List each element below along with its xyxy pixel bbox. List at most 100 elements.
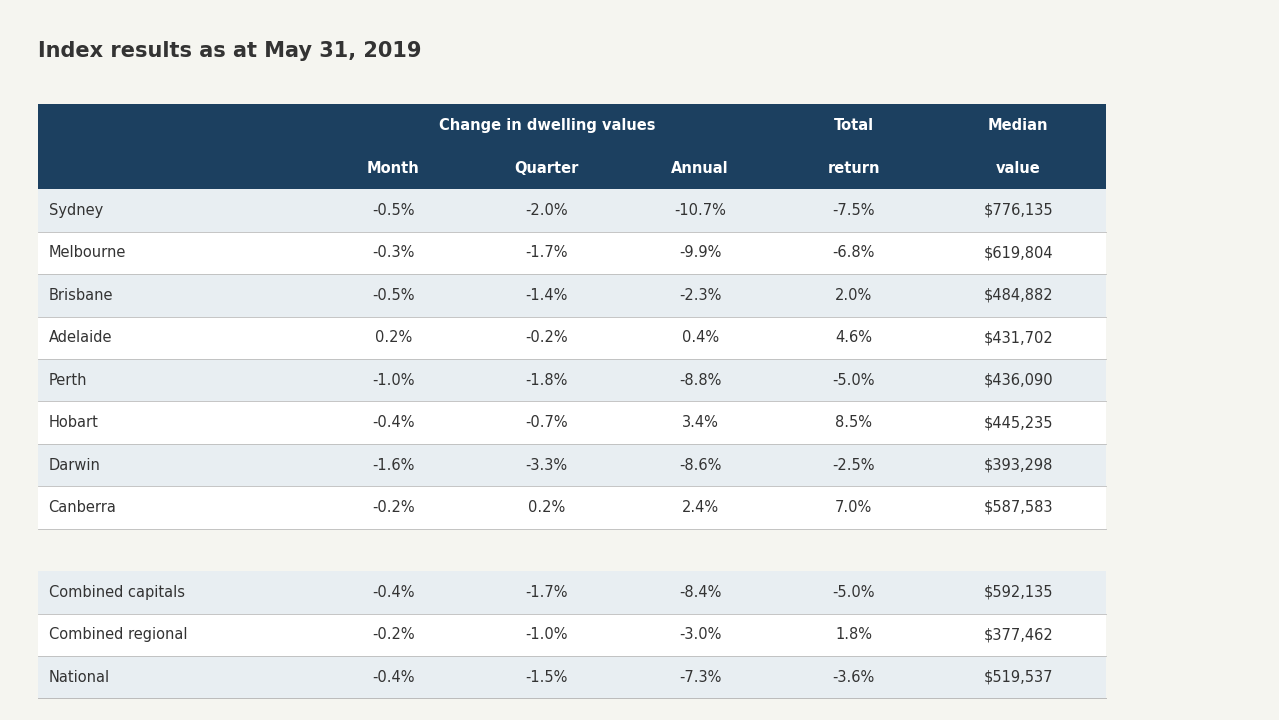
- Bar: [38, 528, 1106, 571]
- Text: -1.6%: -1.6%: [372, 457, 414, 472]
- Bar: [930, 232, 1106, 274]
- Text: -0.5%: -0.5%: [372, 203, 414, 218]
- Text: 4.6%: 4.6%: [835, 330, 872, 346]
- Text: Melbourne: Melbourne: [49, 246, 125, 261]
- Bar: [930, 359, 1106, 402]
- Bar: [930, 486, 1106, 528]
- Bar: [930, 274, 1106, 317]
- Text: -1.0%: -1.0%: [526, 627, 568, 642]
- Bar: [38, 232, 317, 274]
- Text: Adelaide: Adelaide: [49, 330, 113, 346]
- Text: 7.0%: 7.0%: [835, 500, 872, 515]
- Text: National: National: [49, 670, 110, 685]
- Bar: [317, 147, 471, 189]
- Text: -7.5%: -7.5%: [833, 203, 875, 218]
- Bar: [471, 147, 623, 189]
- Text: -1.0%: -1.0%: [372, 373, 414, 387]
- Bar: [317, 189, 471, 232]
- Bar: [317, 359, 471, 402]
- Text: -1.8%: -1.8%: [526, 373, 568, 387]
- Bar: [317, 444, 471, 486]
- Bar: [930, 571, 1106, 613]
- Bar: [471, 613, 623, 656]
- Text: -5.0%: -5.0%: [833, 373, 875, 387]
- Text: Sydney: Sydney: [49, 203, 102, 218]
- Text: -0.2%: -0.2%: [526, 330, 568, 346]
- Text: Total: Total: [834, 118, 874, 133]
- Text: Median: Median: [989, 118, 1049, 133]
- Text: $445,235: $445,235: [984, 415, 1053, 430]
- Text: $619,804: $619,804: [984, 246, 1053, 261]
- Text: Annual: Annual: [671, 161, 729, 176]
- Bar: [623, 274, 776, 317]
- Bar: [471, 359, 623, 402]
- Bar: [38, 402, 317, 444]
- Text: Darwin: Darwin: [49, 457, 101, 472]
- Text: Month: Month: [367, 161, 420, 176]
- Text: $587,583: $587,583: [984, 500, 1053, 515]
- Bar: [930, 402, 1106, 444]
- Text: Change in dwelling values: Change in dwelling values: [439, 118, 655, 133]
- Text: Perth: Perth: [49, 373, 87, 387]
- Text: $377,462: $377,462: [984, 627, 1053, 642]
- Bar: [317, 486, 471, 528]
- Text: -1.5%: -1.5%: [526, 670, 568, 685]
- Text: Hobart: Hobart: [49, 415, 98, 430]
- Bar: [623, 189, 776, 232]
- Text: Canberra: Canberra: [49, 500, 116, 515]
- Bar: [930, 317, 1106, 359]
- Text: Combined capitals: Combined capitals: [49, 585, 184, 600]
- Bar: [776, 486, 930, 528]
- Text: $592,135: $592,135: [984, 585, 1053, 600]
- Text: 0.4%: 0.4%: [682, 330, 719, 346]
- Text: 2.0%: 2.0%: [835, 288, 872, 303]
- Bar: [471, 274, 623, 317]
- Text: 0.2%: 0.2%: [375, 330, 412, 346]
- Text: Index results as at May 31, 2019: Index results as at May 31, 2019: [38, 41, 422, 61]
- Bar: [317, 232, 471, 274]
- Text: -3.3%: -3.3%: [526, 457, 568, 472]
- Text: -1.7%: -1.7%: [526, 585, 568, 600]
- Text: -8.8%: -8.8%: [679, 373, 721, 387]
- Text: -0.4%: -0.4%: [372, 670, 414, 685]
- Text: -10.7%: -10.7%: [674, 203, 726, 218]
- Text: -8.4%: -8.4%: [679, 585, 721, 600]
- Text: $519,537: $519,537: [984, 670, 1053, 685]
- Bar: [38, 444, 317, 486]
- Text: -3.0%: -3.0%: [679, 627, 721, 642]
- Bar: [38, 274, 317, 317]
- Bar: [623, 359, 776, 402]
- Text: -1.4%: -1.4%: [526, 288, 568, 303]
- Bar: [776, 359, 930, 402]
- Bar: [776, 571, 930, 613]
- Text: -0.2%: -0.2%: [372, 627, 414, 642]
- Text: -8.6%: -8.6%: [679, 457, 721, 472]
- Bar: [623, 571, 776, 613]
- Bar: [623, 444, 776, 486]
- Bar: [623, 613, 776, 656]
- Text: $431,702: $431,702: [984, 330, 1053, 346]
- Text: -5.0%: -5.0%: [833, 585, 875, 600]
- Bar: [930, 147, 1106, 189]
- Bar: [317, 104, 776, 147]
- Bar: [776, 189, 930, 232]
- Text: -7.3%: -7.3%: [679, 670, 721, 685]
- Bar: [471, 571, 623, 613]
- Text: return: return: [828, 161, 880, 176]
- Bar: [471, 232, 623, 274]
- Text: 1.8%: 1.8%: [835, 627, 872, 642]
- Bar: [471, 189, 623, 232]
- Bar: [317, 571, 471, 613]
- Text: -2.5%: -2.5%: [833, 457, 875, 472]
- Bar: [38, 571, 317, 613]
- Text: -1.7%: -1.7%: [526, 246, 568, 261]
- Bar: [776, 402, 930, 444]
- Bar: [317, 274, 471, 317]
- Text: 0.2%: 0.2%: [528, 500, 565, 515]
- Bar: [38, 317, 317, 359]
- Bar: [776, 147, 930, 189]
- Bar: [776, 317, 930, 359]
- Bar: [930, 656, 1106, 698]
- Bar: [930, 104, 1106, 147]
- Bar: [38, 147, 317, 189]
